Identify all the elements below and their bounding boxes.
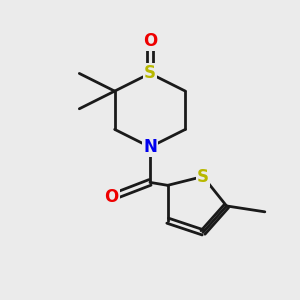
Text: S: S xyxy=(144,64,156,82)
Text: O: O xyxy=(105,188,119,206)
Text: N: N xyxy=(143,138,157,156)
Text: S: S xyxy=(197,167,209,185)
Text: O: O xyxy=(143,32,157,50)
